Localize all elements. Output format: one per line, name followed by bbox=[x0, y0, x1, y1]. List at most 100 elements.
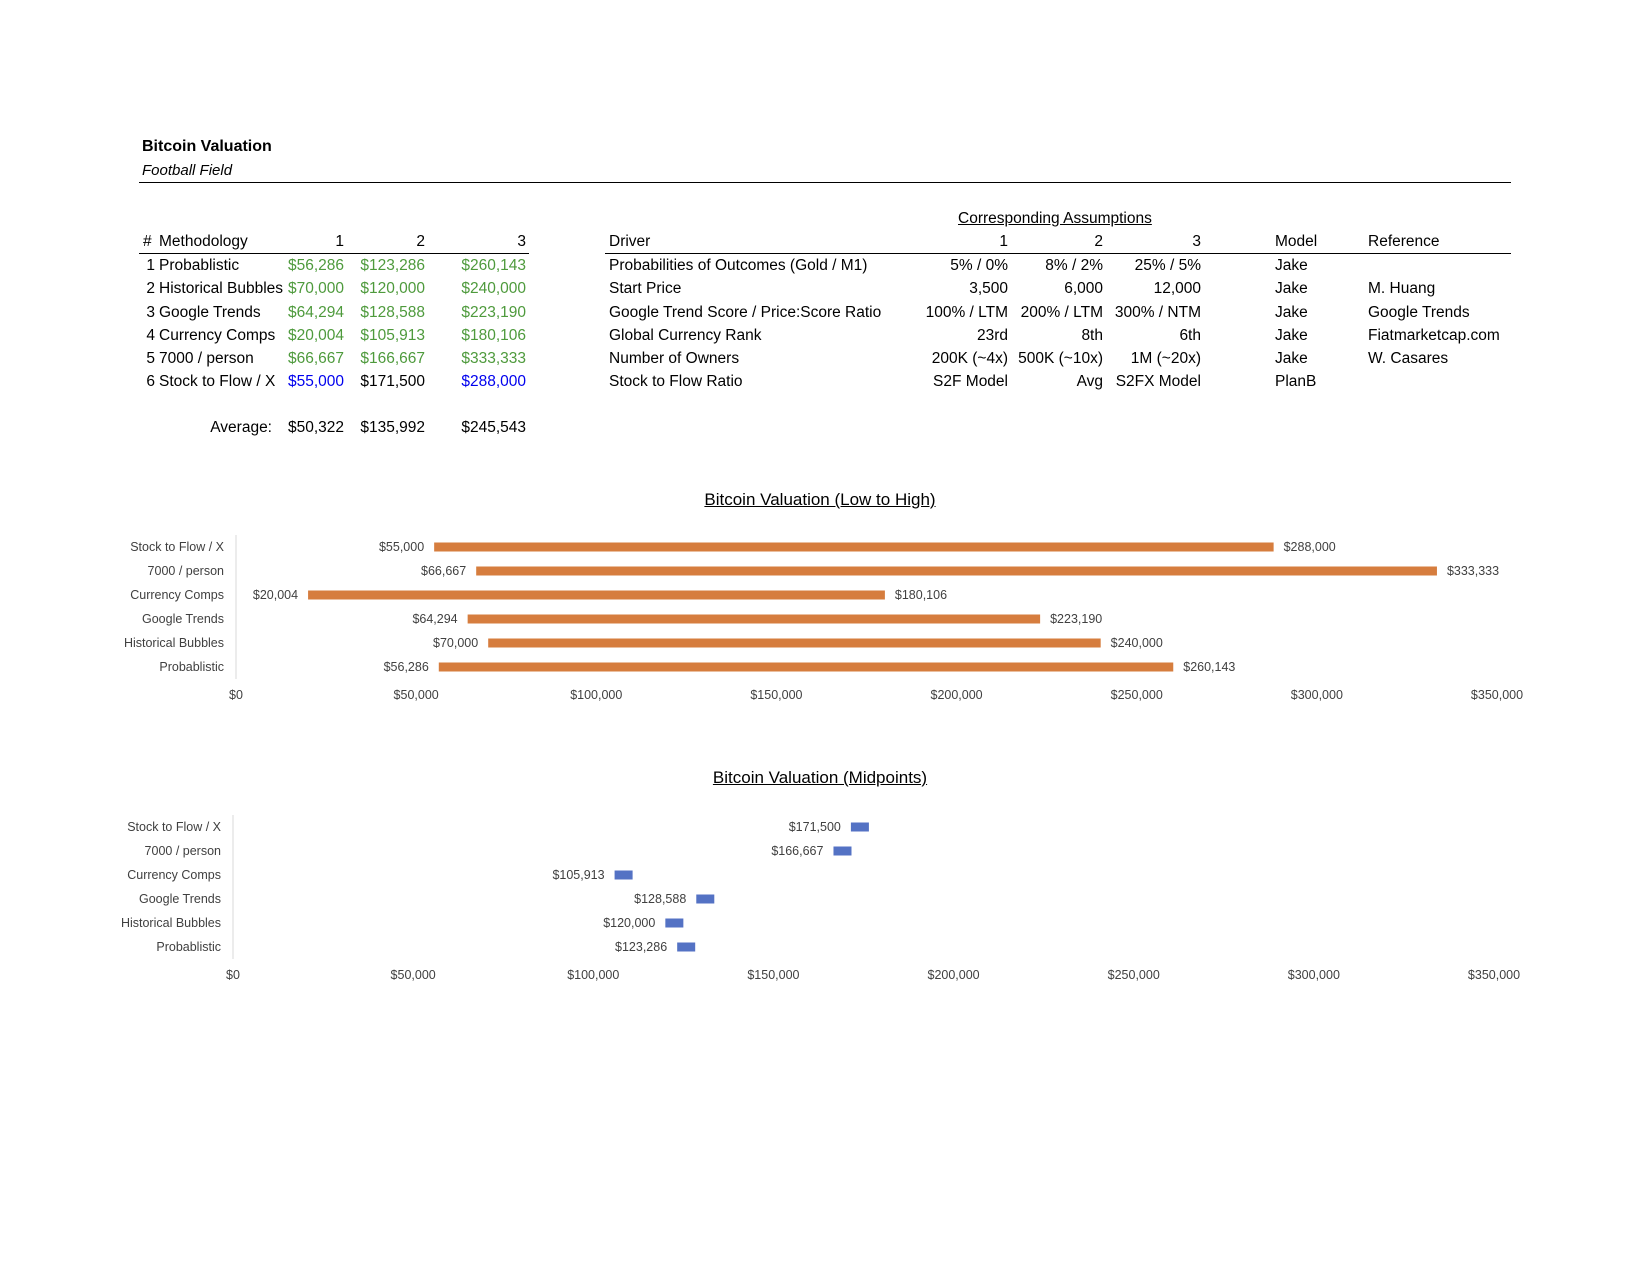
assumption-value-1: 3,500 bbox=[969, 280, 1008, 298]
methodology-row: 1 Probablistic $56,286 $123,286 $260,143 bbox=[139, 254, 529, 277]
assumption-model: Jake bbox=[1275, 257, 1308, 275]
bar-high-label: $180,106 bbox=[895, 588, 947, 602]
chart-title-midpoints: Bitcoin Valuation (Midpoints) bbox=[712, 768, 928, 787]
midpoint-label: $171,500 bbox=[789, 820, 841, 834]
midpoint-bar bbox=[696, 894, 715, 904]
assumption-value-1: 100% / LTM bbox=[925, 303, 1008, 321]
valuation-bar bbox=[476, 566, 1437, 576]
methodology-value-2: $171,500 bbox=[360, 373, 425, 391]
category-label: Currency Comps bbox=[127, 868, 221, 882]
midpoint-label: $123,286 bbox=[615, 940, 667, 954]
valuation-bar bbox=[438, 662, 1174, 672]
category-label: Historical Bubbles bbox=[124, 636, 224, 650]
methodology-value-3: $288,000 bbox=[461, 373, 526, 391]
methodology-num: 5 bbox=[146, 349, 155, 367]
assumption-value-3: 6th bbox=[1179, 326, 1201, 344]
midpoint-bar bbox=[665, 918, 684, 928]
methodology-num: 3 bbox=[146, 303, 155, 321]
assumption-value-3: S2FX Model bbox=[1115, 373, 1201, 391]
assumption-value-3: 1M (~20x) bbox=[1130, 349, 1201, 367]
methodology-name: Stock to Flow / X bbox=[159, 373, 276, 391]
methodology-value-3: $223,190 bbox=[461, 303, 526, 321]
methodology-value-2: $128,588 bbox=[360, 303, 425, 321]
assumption-reference: Fiatmarketcap.com bbox=[1368, 326, 1500, 344]
x-tick-label: $350,000 bbox=[1471, 688, 1523, 702]
bar-low-label: $64,294 bbox=[412, 612, 457, 626]
methodology-table: # Methodology 1 2 3 1 Probablistic $56,286… bbox=[139, 230, 529, 440]
valuation-bar bbox=[467, 614, 1041, 624]
midpoint-label: $128,588 bbox=[634, 892, 686, 906]
page-title: Bitcoin Valuation bbox=[142, 138, 272, 155]
methodology-row: 6 Stock to Flow / X $55,000 $171,500 $288,00… bbox=[139, 370, 529, 393]
assumption-row: Stock to Flow Ratio S2F Model Avg S2FX Mode… bbox=[605, 370, 1511, 393]
assumption-row: Google Trend Score / Price:Score Ratio 10… bbox=[605, 301, 1511, 324]
midpoint-label: $120,000 bbox=[603, 916, 655, 930]
assumption-row: Start Price 3,500 6,000 12,000 Jake M. Huang bbox=[605, 277, 1511, 300]
x-tick-label: $250,000 bbox=[1111, 688, 1163, 702]
col-header-num: # bbox=[143, 233, 152, 250]
x-tick-label: $50,000 bbox=[394, 688, 439, 702]
average-row: Average: $50,322 $135,992 $245,543 bbox=[139, 416, 529, 439]
col-header-model: Model bbox=[1275, 233, 1318, 250]
methodology-value-1: $70,000 bbox=[287, 280, 344, 298]
assumption-row: Global Currency Rank 23rd 8th 6th Jake Fiatma… bbox=[605, 324, 1511, 347]
valuation-bar bbox=[434, 542, 1274, 552]
chart-low-to-high: Stock to Flow / X $55,000 $288,000 7000 / p… bbox=[124, 535, 1523, 702]
col-header-reference: Reference bbox=[1368, 233, 1440, 250]
col-header-1: 1 bbox=[335, 233, 344, 250]
assumptions-title: Corresponding Assumptions bbox=[958, 210, 1152, 227]
methodology-num: 4 bbox=[146, 326, 155, 344]
assumption-value-2: 6,000 bbox=[1064, 280, 1103, 298]
methodology-name: Currency Comps bbox=[159, 326, 276, 344]
col-header-3: 3 bbox=[517, 233, 526, 250]
category-label: Google Trends bbox=[139, 892, 221, 906]
valuation-bar bbox=[308, 590, 885, 600]
assumption-value-2: Avg bbox=[1076, 373, 1103, 391]
assumptions-header-row: Driver 1 2 3 Model Reference bbox=[605, 230, 1511, 255]
midpoint-label: $166,667 bbox=[771, 844, 823, 858]
methodology-value-2: $166,667 bbox=[360, 349, 425, 367]
assumption-model: PlanB bbox=[1275, 373, 1317, 391]
chart-midpoints: Stock to Flow / X $171,500 7000 / person $1… bbox=[121, 815, 1520, 982]
assumption-row: Number of Owners 200K (~4x) 500K (~10x) 1M … bbox=[605, 347, 1511, 370]
category-label: Historical Bubbles bbox=[121, 916, 221, 930]
methodology-value-2: $105,913 bbox=[360, 326, 425, 344]
assumption-value-1: 23rd bbox=[976, 326, 1008, 344]
methodology-header-row: # Methodology 1 2 3 bbox=[139, 230, 529, 255]
bar-high-label: $288,000 bbox=[1284, 540, 1336, 554]
col-header-a2: 2 bbox=[1094, 233, 1103, 250]
assumption-model: Jake bbox=[1275, 326, 1308, 344]
methodology-row: 3 Google Trends $64,294 $128,588 $223,190 bbox=[139, 301, 529, 324]
assumption-reference: W. Casares bbox=[1368, 349, 1449, 367]
x-tick-label: $100,000 bbox=[567, 968, 619, 982]
x-tick-label: $150,000 bbox=[747, 968, 799, 982]
assumption-value-3: 12,000 bbox=[1153, 280, 1201, 298]
category-label: Stock to Flow / X bbox=[130, 540, 224, 554]
assumption-value-2: 200% / LTM bbox=[1020, 303, 1103, 321]
assumptions-table: Driver 1 2 3 Model Reference Probabiliti… bbox=[605, 230, 1511, 393]
bar-low-label: $56,286 bbox=[384, 660, 429, 674]
methodology-name: Historical Bubbles bbox=[159, 280, 284, 298]
x-tick-label: $50,000 bbox=[391, 968, 436, 982]
assumption-row: Probabilities of Outcomes (Gold / M1) 5% … bbox=[605, 254, 1511, 277]
methodology-value-3: $240,000 bbox=[461, 280, 526, 298]
x-tick-label: $0 bbox=[229, 688, 243, 702]
assumption-driver: Start Price bbox=[609, 280, 682, 298]
methodology-name: Google Trends bbox=[159, 303, 261, 321]
methodology-value-1: $64,294 bbox=[287, 303, 344, 321]
methodology-row: 2 Historical Bubbles $70,000 $120,000 $240,0… bbox=[139, 277, 529, 300]
methodology-value-2: $120,000 bbox=[360, 280, 425, 298]
bar-low-label: $70,000 bbox=[433, 636, 478, 650]
average-value-3: $245,543 bbox=[461, 419, 526, 437]
bar-low-label: $55,000 bbox=[379, 540, 424, 554]
assumption-value-2: 8th bbox=[1081, 326, 1103, 344]
assumption-reference: Google Trends bbox=[1368, 303, 1470, 321]
x-tick-label: $0 bbox=[226, 968, 240, 982]
category-label: Stock to Flow / X bbox=[127, 820, 221, 834]
category-label: 7000 / person bbox=[145, 844, 221, 858]
methodology-name: 7000 / person bbox=[159, 349, 254, 367]
col-header-driver: Driver bbox=[609, 233, 651, 250]
category-label: Currency Comps bbox=[130, 588, 224, 602]
average-value-2: $135,992 bbox=[360, 419, 425, 437]
midpoint-bar bbox=[677, 942, 696, 952]
